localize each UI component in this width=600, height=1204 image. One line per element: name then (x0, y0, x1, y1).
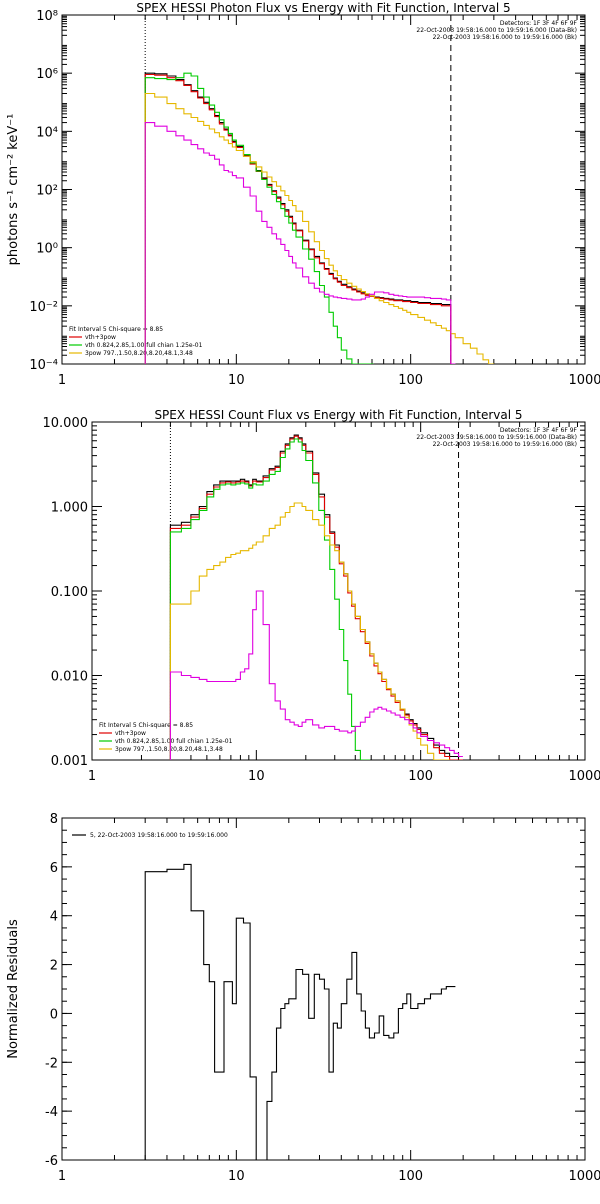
y-tick-label: 0 (50, 1007, 58, 1022)
y-tick-label: 10⁻² (29, 300, 58, 315)
series-line-5 (145, 123, 455, 364)
chart-panel-1: 1 10 100 1000 10⁻⁴ 10⁻² 10⁰ 10² 10⁴ 10⁶ 10⁸ SPEX HE… (6, 1, 600, 388)
y-tick-label: -4 (45, 1105, 58, 1120)
legend-label: vth 0.824,2.85,1.00 full chian 1.25e-01 (85, 342, 203, 349)
y-tick-label: 10⁸ (36, 9, 58, 24)
legend-label: Fit Interval 5 Chi-square = 8.85 (69, 326, 163, 333)
legend-label: vth+3pow (85, 334, 116, 341)
series-line-3 (145, 73, 373, 364)
x-tick-label: 100 (398, 373, 423, 388)
series-line-1 (145, 73, 455, 364)
y-tick-label: 0.100 (51, 585, 88, 600)
header-text: 22-Oct-2003 19:58:16.000 to 19:59:16.000… (416, 27, 577, 34)
header-text: 22-Oct-2003 19:58:16.000 to 19:59:16.000… (416, 434, 577, 441)
series-line-4 (170, 503, 450, 760)
x-tick-label: 10 (248, 769, 265, 784)
plot-frame (92, 422, 585, 760)
y-tick-label: 1.000 (51, 501, 88, 516)
y-tick-label: 10.000 (43, 416, 89, 431)
legend-label: Fit Interval 5 Chi-square = 8.85 (99, 722, 193, 729)
y-axis-label: Normalized Residuals (6, 919, 21, 1059)
y-axis-label: photons s⁻¹ cm⁻² keV⁻¹ (6, 114, 21, 266)
x-tick-label: 1 (58, 1169, 66, 1184)
x-tick-label: 1 (88, 769, 96, 784)
legend-label: 3pow 797.,1.50,8.20,8.20,48.1,3.48 (115, 746, 223, 753)
legend-label: vth 0.824,2.85,1.00 full chian 1.25e-01 (115, 738, 233, 745)
y-tick-label: -2 (45, 1056, 58, 1071)
series-line-3 (170, 439, 370, 760)
legend-label: vth+3pow (115, 730, 146, 737)
x-tick-label: 1000 (568, 373, 600, 388)
legend-label: 5, 22-Oct-2003 19:58:16.000 to 19:59:16.… (90, 832, 228, 839)
chart-panel-2: 1 10 100 1000 0.001 0.010 0.100 1.000 10.000 SPEX… (43, 408, 600, 784)
series-line-5 (170, 591, 463, 760)
x-tick-label: 1 (58, 373, 66, 388)
header-text: Detectors: 1F 3F 4F 6F 9F (500, 20, 578, 27)
header-text: 22-Oct-2003 19:58:16.000 to 19:59:16.000… (433, 34, 577, 41)
x-tick-label: 10 (228, 1169, 245, 1184)
header-text: 22-Oct-2003 19:58:16.000 to 19:59:16.000… (433, 441, 577, 448)
x-tick-label: 100 (398, 1169, 423, 1184)
header-text: Detectors: 1F 3F 4F 6F 9F (500, 427, 578, 434)
y-tick-label: -6 (45, 1154, 58, 1169)
series-line-4 (145, 94, 494, 365)
y-tick-label: 2 (50, 959, 58, 974)
chart-title: SPEX HESSI Photon Flux vs Energy with Fi… (136, 1, 510, 15)
x-tick-label: 100 (408, 769, 433, 784)
y-tick-label: 10⁶ (36, 67, 58, 82)
legend-label: 3pow 797.,1.50,8.20,8.20,48.1,3.48 (85, 350, 193, 357)
y-tick-label: 0.010 (51, 670, 88, 685)
y-tick-label: 0.001 (51, 754, 88, 769)
x-tick-label: 10 (228, 373, 245, 388)
chart-panel-3: 1 10 100 1000 -6 -4 -2 0 2 4 6 8 Normalized Residual… (6, 812, 600, 1184)
chart-title: SPEX HESSI Count Flux vs Energy with Fit… (154, 408, 522, 422)
y-tick-label: 10² (36, 184, 58, 199)
x-tick-label: 1000 (568, 769, 600, 784)
plot-frame (62, 818, 585, 1160)
y-tick-label: 10⁻⁴ (29, 358, 58, 373)
y-tick-label: 8 (50, 812, 58, 827)
y-tick-label: 10⁴ (36, 125, 58, 140)
x-tick-label: 1000 (568, 1169, 600, 1184)
y-tick-label: 10⁰ (36, 242, 58, 257)
y-tick-label: 6 (50, 861, 58, 876)
y-tick-label: 4 (50, 910, 58, 925)
series-line-1 (145, 864, 455, 1162)
series-line-1 (170, 435, 463, 760)
plot-frame (62, 15, 585, 364)
